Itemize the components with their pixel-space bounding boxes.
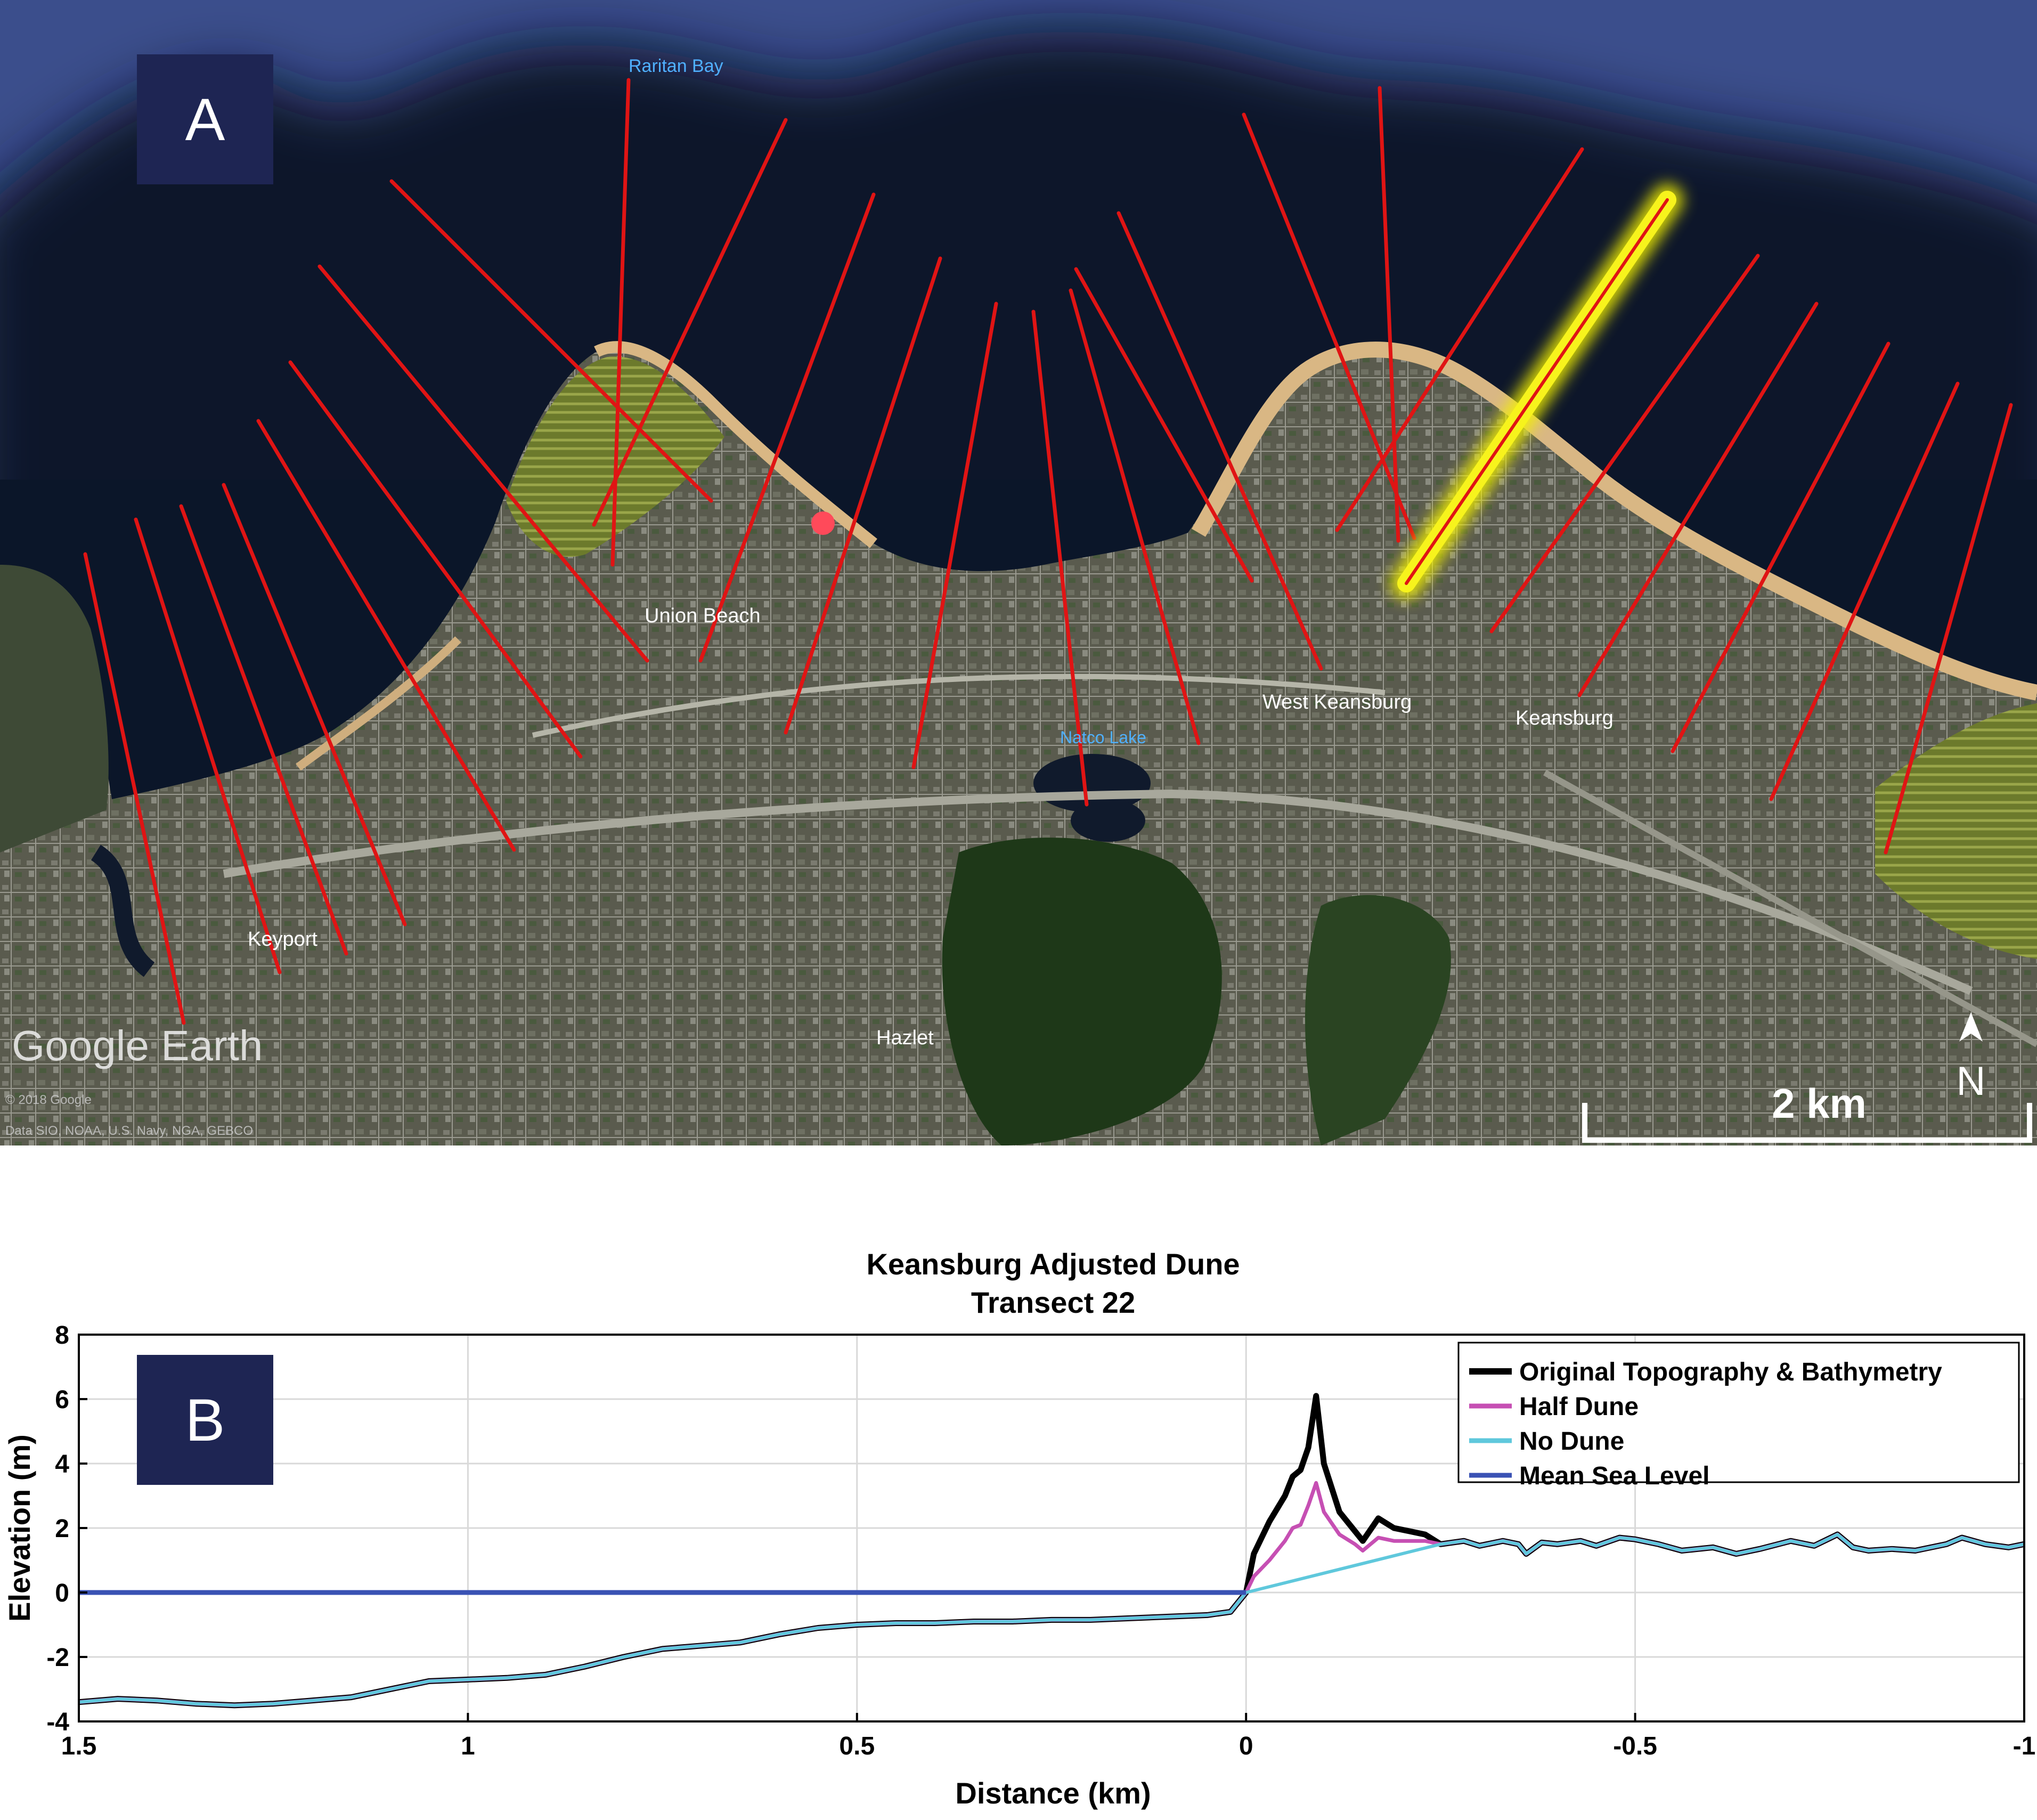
chart-title: Keansburg Adjusted Dune [866,1247,1240,1281]
label-raritan-bay: Raritan Bay [629,56,723,76]
transect-line [1117,211,1323,671]
imagery-credit-2: Data SIO, NOAA, U.S. Navy, NGA, GEBCO [5,1124,253,1138]
label-union-beach: Union Beach [645,605,761,627]
panel-a-badge: A [137,54,273,184]
marsh-east [1875,703,2037,959]
transect-line [83,552,186,1025]
y-tick-label: 6 [55,1386,69,1414]
highlighted-transect [1390,184,1683,599]
x-tick-label: 0.5 [839,1732,875,1760]
transect-line [1884,403,2013,855]
scale-label: 2 km [1772,1080,1867,1127]
x-tick-label: 1 [461,1732,475,1760]
y-tick-label: 4 [55,1450,69,1478]
x-axis-label: Distance (km) [955,1776,1151,1810]
transect-line [1031,310,1089,807]
beach-union [594,341,877,548]
main-road [223,789,1973,995]
y-tick-label: -4 [46,1708,69,1736]
transect-line [1378,86,1400,543]
transect-line [389,179,713,503]
x-tick-label: -1 [2013,1732,2036,1760]
series-lines [78,1393,2025,1709]
transect-line [317,264,649,663]
label-natco-lake: Natco Lake [1060,728,1146,747]
axis-ticks: 1.5 1 0.5 0 -0.5 -1 8 6 4 2 0 -2 -4 [46,1321,2035,1760]
transect-line [911,302,998,769]
transect-line [256,419,516,852]
y-tick-label: 2 [55,1515,69,1543]
y-axis-label: Elevation (m) [3,1434,36,1622]
label-keyport: Keyport [248,928,317,950]
label-keansburg: Keansburg [1515,707,1614,729]
legend-label: No Dune [1519,1427,1624,1456]
legend-box [1457,1342,2020,1483]
transect-line [1489,254,1760,633]
transect-line [1069,288,1201,745]
y-tick-label: -2 [46,1644,69,1672]
map-marker-icon [811,511,835,535]
series-line-no-dune [78,1533,2025,1707]
transect-line [698,192,876,663]
legend: Original Topography & Bathymetry Half Dun… [1457,1342,2020,1490]
transect-line [1577,302,1819,697]
transect-line [1769,381,1960,801]
y-tick-label: 0 [55,1579,69,1607]
google-earth-watermark: Google Earth [12,1022,263,1069]
transects [83,78,2013,1025]
y-tick-label: 8 [55,1321,69,1350]
transect-line [288,360,583,759]
legend-label: Mean Sea Level [1519,1462,1710,1490]
wooded-area [942,838,1222,1145]
chart-panel: Keansburg Adjusted Dune Transect 22 1.5 1… [0,1199,2037,1820]
legend-label: Original Topography & Bathymetry [1519,1358,1942,1386]
x-tick-label: 0 [1239,1732,1253,1760]
beach-keansburg [1192,342,2037,701]
label-hazlet: Hazlet [876,1027,934,1049]
satellite-map: Raritan Bay Union Beach West Keansburg K… [0,0,2037,1145]
transect-line [134,517,282,974]
transect-line [592,118,788,527]
x-tick-label: 1.5 [61,1732,97,1760]
panel-b-badge: B [137,1355,273,1485]
label-west-keansburg: West Keansburg [1262,691,1412,713]
north-arrow-icon: N [1957,1012,1986,1104]
transect-line [1335,147,1584,532]
map-panel: Raritan Bay Union Beach West Keansburg K… [0,0,2037,1145]
elevation-chart: Keansburg Adjusted Dune Transect 22 1.5 1… [3,1247,2035,1810]
imagery-credit-1: © 2018 Google [5,1093,92,1107]
chart-subtitle: Transect 22 [971,1286,1135,1319]
transect-line [222,483,407,927]
transect-line [1074,267,1254,583]
transect-line [1242,112,1416,540]
x-tick-label: -0.5 [1613,1732,1657,1760]
scale-bar: 2 km [1582,1080,2032,1143]
transect-line [1671,342,1891,753]
transect-line [179,504,348,956]
legend-label: Half Dune [1519,1393,1639,1421]
north-label: N [1957,1059,1986,1104]
transect-line [784,256,942,735]
land-area [0,348,2037,1145]
